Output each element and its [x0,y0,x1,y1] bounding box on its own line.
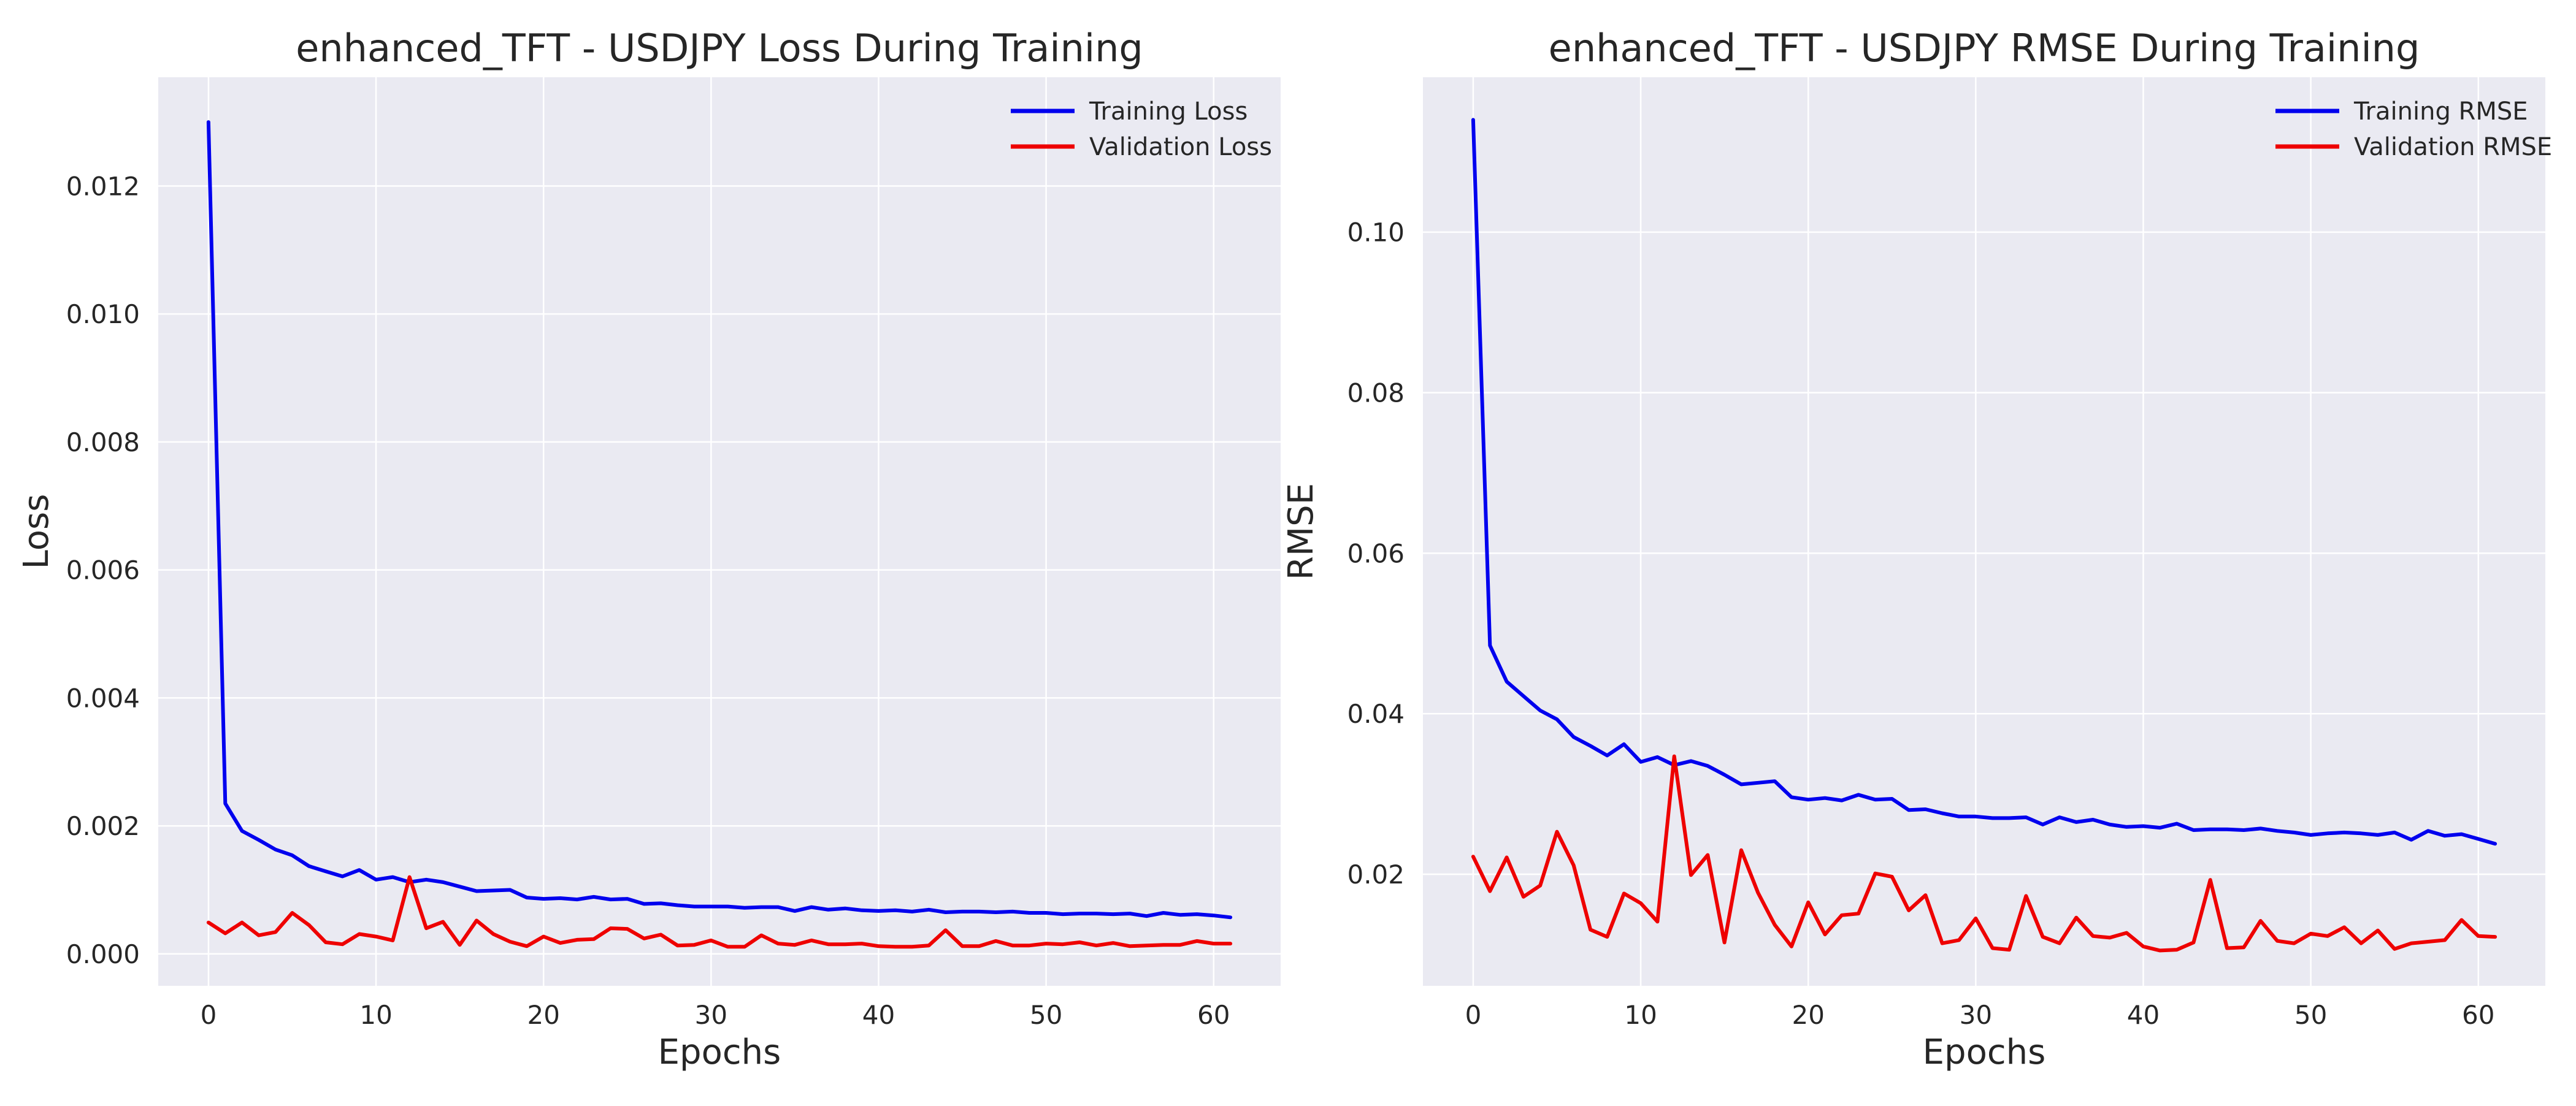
rmse-y-tick-label: 0.04 [1347,699,1405,729]
rmse-x-tick-label: 20 [1792,1000,1824,1030]
loss-legend-label-validation: Validation Loss [1089,133,1272,161]
loss-x-tick-label: 20 [527,1000,559,1030]
loss-x-axis-label: Epochs [658,1032,781,1072]
rmse-x-tick-label: 60 [2462,1000,2494,1030]
loss-legend: Training Loss Validation Loss [1011,97,1272,161]
loss-x-tick-label: 50 [1030,1000,1062,1030]
rmse-legend-label-validation: Validation RMSE [2354,133,2552,161]
rmse-y-axis-label: RMSE [1281,483,1321,580]
loss-y-tick-label: 0.006 [66,555,140,585]
loss-y-tick-label: 0.002 [66,811,140,841]
rmse-x-tick-labels: 0 10 20 30 40 50 60 [1465,1000,2495,1030]
rmse-gridlines [1423,77,2545,986]
loss-x-tick-label: 40 [862,1000,895,1030]
loss-x-tick-label: 0 [201,1000,217,1030]
loss-x-tick-label: 10 [359,1000,392,1030]
loss-y-tick-label: 0.012 [66,171,140,201]
rmse-series-line-training [1471,118,2497,846]
rmse-chart-title: enhanced_TFT - USDJPY RMSE During Traini… [1549,26,2420,71]
loss-y-tick-labels: 0.000 0.002 0.004 0.006 0.008 0.010 0.012 [66,171,140,969]
loss-y-tick-label: 0.008 [66,427,140,457]
loss-chart-title: enhanced_TFT - USDJPY Loss During Traini… [296,26,1143,71]
rmse-x-tick-label: 50 [2294,1000,2327,1030]
rmse-x-tick-label: 30 [1960,1000,1992,1030]
loss-y-tick-label: 0.000 [66,939,140,969]
loss-legend-label-training: Training Loss [1089,97,1248,126]
rmse-x-axis-label: Epochs [1923,1032,2046,1072]
loss-series-line-training [206,120,1233,920]
rmse-y-tick-label: 0.06 [1347,538,1405,568]
loss-y-tick-label: 0.010 [66,299,140,329]
loss-x-tick-label: 60 [1197,1000,1230,1030]
rmse-y-tick-label: 0.02 [1347,860,1405,890]
loss-plot-area [158,77,1281,986]
rmse-legend-label-training: Training RMSE [2353,97,2528,126]
rmse-plot-area [1423,77,2545,986]
rmse-y-tick-label: 0.08 [1347,378,1405,408]
loss-gridlines [158,77,1281,986]
loss-y-tick-label: 0.004 [66,683,140,713]
rmse-series-line-validation [1471,754,2497,953]
rmse-y-tick-label: 0.10 [1347,218,1405,248]
rmse-x-tick-label: 0 [1465,1000,1482,1030]
loss-x-tick-label: 30 [695,1000,727,1030]
loss-x-tick-labels: 0 10 20 30 40 50 60 [201,1000,1230,1030]
rmse-legend: Training RMSE Validation RMSE [2275,97,2552,161]
rmse-chart: 0 10 20 30 40 50 60 0.02 0.04 0.06 0.08 0.10 enhan… [1281,26,2552,1072]
rmse-y-tick-labels: 0.02 0.04 0.06 0.08 0.10 [1347,218,1405,890]
loss-series-lines [206,120,1233,949]
rmse-x-tick-label: 10 [1624,1000,1657,1030]
loss-chart: 0 10 20 30 40 50 60 0.0000.0020.0040.0060.0080… [17,26,1281,1072]
loss-series-line-validation [206,875,1233,949]
loss-y-axis-label: Loss [17,494,56,570]
rmse-x-tick-label: 40 [2127,1000,2160,1030]
rmse-series-lines [1471,118,2497,953]
